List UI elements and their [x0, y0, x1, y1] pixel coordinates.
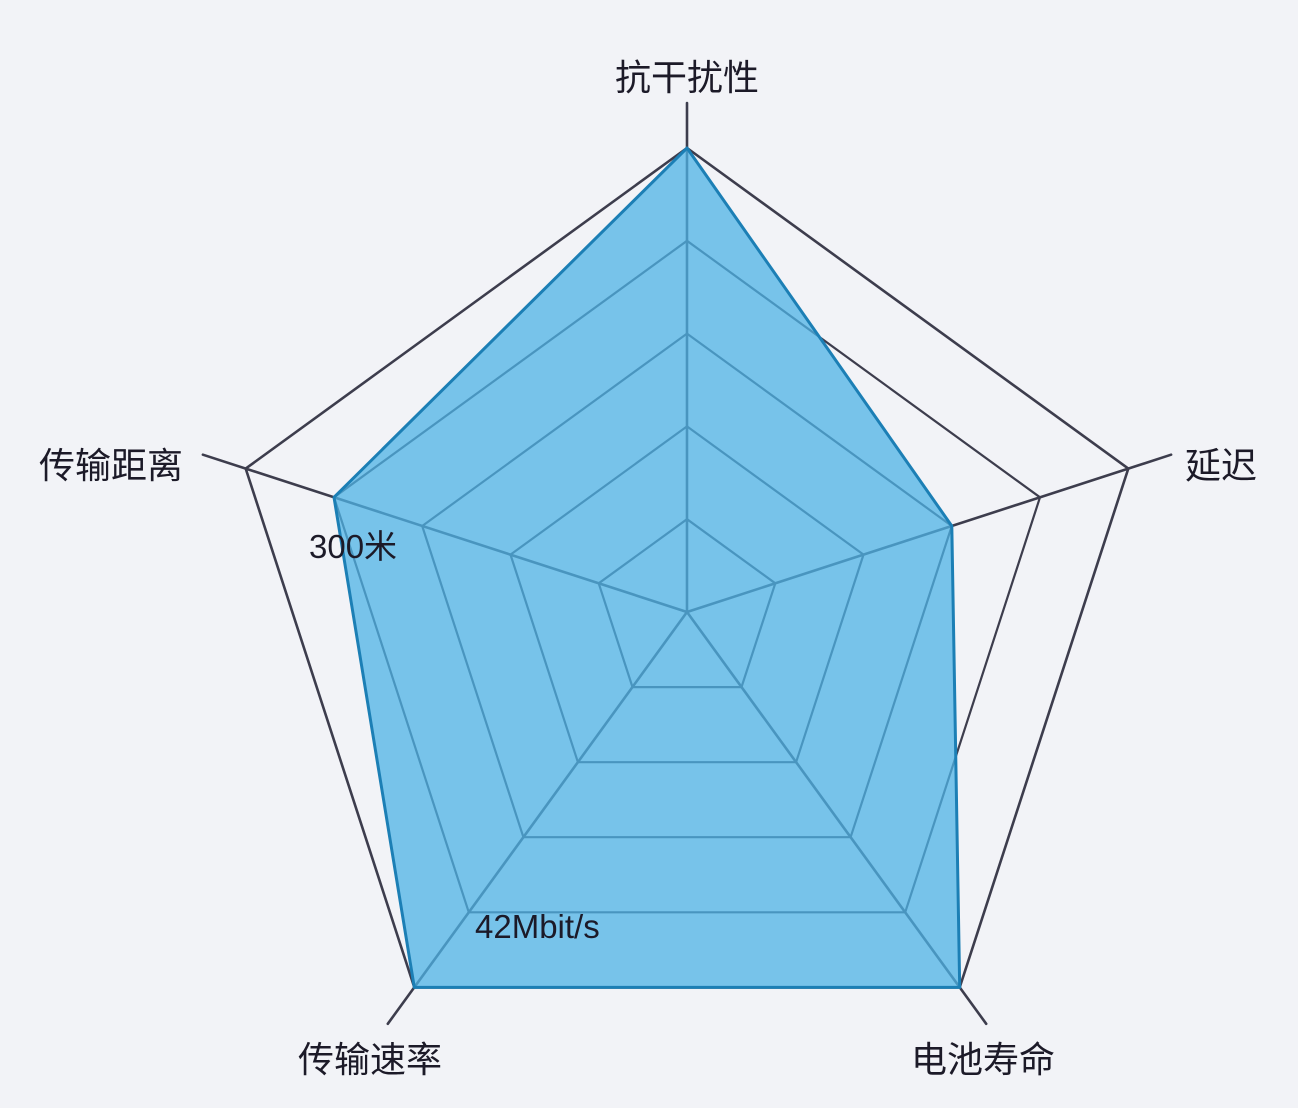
svg-text:300米: 300米 — [309, 528, 397, 565]
svg-text:传输距离: 传输距离 — [39, 445, 183, 486]
svg-text:42Mbit/s: 42Mbit/s — [475, 908, 600, 945]
svg-text:电池寿命: 电池寿命 — [911, 1039, 1055, 1080]
svg-text:延迟: 延迟 — [1185, 445, 1257, 486]
svg-text:抗干扰性: 抗干扰性 — [615, 57, 759, 98]
svg-text:传输速率: 传输速率 — [298, 1039, 442, 1080]
